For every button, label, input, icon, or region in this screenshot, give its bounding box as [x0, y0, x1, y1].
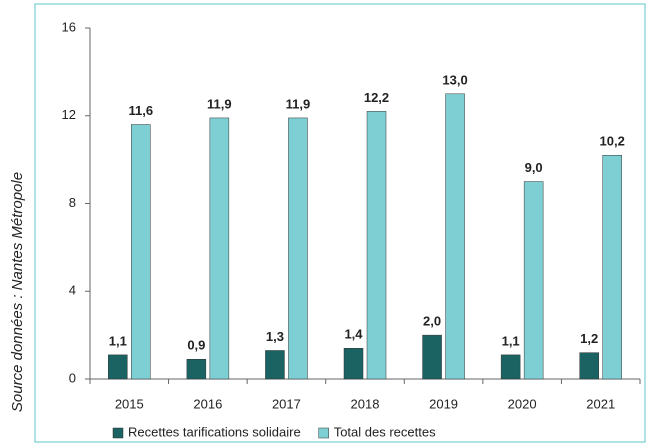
- value-label: 12,2: [364, 90, 389, 105]
- x-tick-label: 2019: [429, 396, 458, 411]
- value-label: 9,0: [525, 160, 543, 175]
- value-label: 10,2: [600, 134, 625, 149]
- value-label: 11,6: [128, 103, 153, 118]
- value-label: 11,9: [286, 96, 311, 111]
- legend-swatch: [112, 427, 124, 439]
- source-note: Source données : Nantes Métropole: [9, 172, 26, 412]
- y-tick-label: 4: [69, 283, 76, 298]
- bar: [500, 354, 521, 380]
- value-label: 1,3: [266, 329, 284, 344]
- bar: [523, 181, 544, 380]
- bar: [265, 350, 285, 380]
- legend-label: Total des recettes: [334, 424, 436, 439]
- y-tick-label: 16: [62, 19, 76, 34]
- x-tick-label: 2021: [586, 396, 615, 411]
- legend-label: Recettes tarifications solidaire: [128, 424, 301, 439]
- chart-border: [34, 3, 646, 443]
- bar: [445, 93, 465, 380]
- x-tick-label: 2017: [272, 396, 301, 411]
- value-label: 11,9: [207, 96, 232, 111]
- bar: [186, 359, 207, 380]
- legend-swatch: [318, 427, 329, 439]
- bar: [422, 334, 442, 380]
- x-tick-label: 2018: [351, 396, 380, 411]
- bar: [343, 348, 364, 380]
- bar: [131, 124, 151, 380]
- value-label: 1,1: [109, 333, 127, 348]
- x-tick-label: 2016: [193, 396, 222, 411]
- bar: [209, 117, 230, 380]
- value-label: 1,1: [502, 333, 520, 348]
- y-tick-label: 12: [62, 107, 76, 122]
- bar: [579, 352, 599, 380]
- bar: [108, 354, 128, 380]
- bar: [288, 117, 308, 380]
- bar: [366, 111, 387, 380]
- value-label: 13,0: [442, 72, 467, 87]
- y-tick-label: 0: [69, 370, 76, 385]
- x-tick-label: 2015: [115, 396, 144, 411]
- bar: [602, 154, 622, 380]
- value-label: 2,0: [423, 314, 441, 329]
- y-tick-label: 8: [69, 195, 76, 210]
- value-label: 1,2: [580, 331, 598, 346]
- value-label: 0,9: [187, 338, 205, 353]
- value-label: 1,4: [344, 327, 363, 342]
- x-tick-label: 2020: [508, 396, 537, 411]
